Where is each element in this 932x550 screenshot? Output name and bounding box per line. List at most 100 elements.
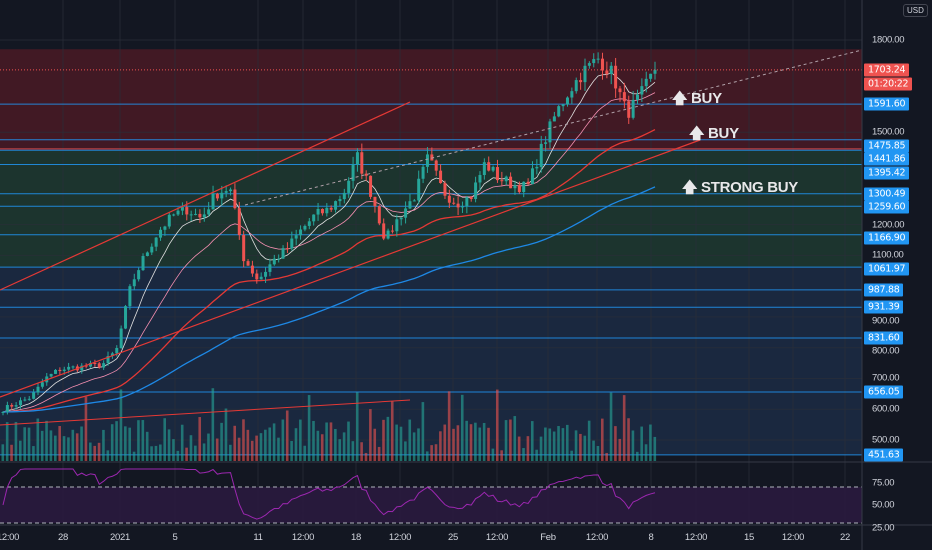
- candle: [54, 369, 58, 374]
- volume-bar: [89, 442, 92, 461]
- volume-bar: [430, 445, 433, 461]
- volume-bar: [609, 392, 613, 461]
- candle: [614, 65, 618, 89]
- zone-red: [0, 49, 862, 151]
- volume-bar: [478, 427, 482, 461]
- candle: [430, 154, 434, 161]
- candle: [342, 192, 346, 200]
- volume-bar: [412, 432, 416, 461]
- volume-bar: [242, 419, 245, 461]
- candle: [316, 208, 320, 215]
- price-tick: 1100.00: [872, 249, 904, 261]
- candle: [194, 213, 198, 215]
- time-tick: 25: [448, 532, 458, 543]
- candle: [255, 273, 259, 280]
- volume-bar: [627, 418, 630, 461]
- candle: [574, 80, 578, 92]
- volume-bar: [583, 435, 587, 461]
- price-tick: 1200.00: [872, 219, 905, 231]
- candle: [592, 59, 596, 64]
- volume-bar: [425, 451, 429, 461]
- volume-bar: [246, 429, 250, 461]
- volume-bar: [600, 418, 604, 461]
- volume-bar: [456, 425, 460, 461]
- candle: [215, 193, 219, 199]
- candle: [27, 398, 31, 400]
- level-price-label: 1475.85: [864, 139, 910, 153]
- candle: [530, 168, 534, 185]
- volume-bar: [229, 444, 232, 461]
- candle: [360, 152, 364, 174]
- moving-average-55: [2, 129, 656, 413]
- volume-bar: [172, 439, 175, 461]
- rsi-tick: 50.00: [872, 499, 895, 511]
- volume-bar: [110, 424, 114, 461]
- candle: [377, 206, 381, 224]
- currency-button[interactable]: USD: [903, 4, 928, 17]
- candle: [447, 195, 451, 203]
- candle: [294, 235, 298, 239]
- candle: [570, 91, 574, 98]
- volume-bar: [482, 422, 486, 461]
- volume-bar: [587, 420, 591, 461]
- level-price-label: 1300.49: [864, 187, 910, 201]
- candle: [250, 265, 254, 274]
- time-tick: 5: [172, 532, 178, 543]
- volume-bar: [49, 430, 53, 461]
- candle: [5, 405, 9, 413]
- candle: [119, 328, 123, 348]
- candle: [307, 221, 311, 226]
- candle: [237, 208, 241, 236]
- candle: [49, 373, 53, 377]
- volume-bar: [250, 440, 254, 461]
- volume-bar: [325, 422, 328, 461]
- volume-bar: [237, 437, 241, 461]
- candle: [220, 192, 224, 199]
- candle: [565, 97, 569, 105]
- volume-bar: [443, 424, 447, 461]
- volume-bar: [27, 427, 31, 461]
- volume-bar: [565, 424, 569, 461]
- candle: [351, 164, 355, 181]
- volume-bar: [307, 395, 311, 461]
- volume-bar: [439, 431, 442, 461]
- volume-bar: [5, 422, 9, 461]
- trendline: [0, 139, 701, 398]
- volume-bar: [596, 445, 600, 461]
- time-tick: 28: [58, 532, 68, 543]
- volume-bar: [32, 446, 35, 461]
- signal-strong-buy: 🡅 STRONG BUY: [682, 179, 799, 196]
- volume-bar: [233, 425, 237, 461]
- candle: [443, 183, 447, 196]
- volume-bar: [395, 424, 398, 461]
- volume-bar: [119, 389, 123, 461]
- volume-bar: [10, 444, 13, 461]
- price-tick: 800.00: [872, 345, 900, 357]
- candle: [62, 369, 66, 371]
- candle: [185, 207, 189, 215]
- volume-bar: [97, 442, 101, 461]
- volume-bar: [167, 429, 171, 461]
- volume-bar: [198, 417, 202, 461]
- volume-bar: [71, 429, 75, 461]
- volume-bar: [67, 437, 70, 461]
- time-tick: 12:00: [0, 532, 20, 543]
- arrow-up-icon: 🡅: [689, 125, 705, 142]
- volume-bar: [132, 451, 136, 461]
- volume-bar: [202, 443, 206, 461]
- candle: [268, 264, 272, 272]
- time-tick: 11: [253, 532, 263, 543]
- volume-bar: [408, 419, 412, 461]
- time-tick: 2021: [110, 532, 130, 543]
- candle: [89, 363, 93, 367]
- candle: [167, 214, 171, 227]
- candle: [163, 226, 167, 230]
- candle: [71, 366, 75, 368]
- candle: [460, 206, 464, 208]
- trendline: [0, 399, 411, 426]
- candle: [561, 104, 565, 107]
- volume-bar: [316, 430, 320, 461]
- price-tick: 1800.00: [872, 34, 905, 46]
- candle: [622, 92, 626, 102]
